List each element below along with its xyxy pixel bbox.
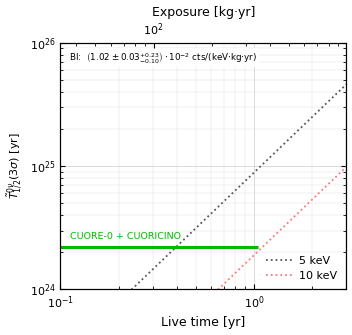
10 keV [233, 271, 238, 275]
Legend: 5 keV, 10 keV: 5 keV, 10 keV [263, 253, 341, 284]
10 keV [318, 190, 322, 194]
Line: 10 keV: 10 keV [60, 167, 346, 335]
10 keV [299, 208, 303, 212]
10 keV [228, 275, 233, 279]
5 keV [233, 188, 238, 192]
5 keV [299, 125, 303, 129]
5 keV [344, 82, 348, 86]
10 keV [344, 165, 348, 169]
Text: CUORE-0 + CUORICINO: CUORE-0 + CUORICINO [70, 232, 181, 241]
X-axis label: Exposure [kg·yr]: Exposure [kg·yr] [152, 6, 255, 18]
5 keV [318, 108, 322, 112]
X-axis label: Live time [yr]: Live time [yr] [161, 317, 245, 329]
Text: BI:  $\left(1.02 \pm 0.03^{+0.23}_{-0.10}\right) \cdot 10^{-2}$ cts/(keV$\cdot$k: BI: $\left(1.02 \pm 0.03^{+0.23}_{-0.10}… [69, 50, 257, 65]
5 keV [228, 193, 233, 197]
Line: 5 keV: 5 keV [60, 84, 346, 335]
Y-axis label: $\tilde{T}^{0\nu}_{1/2}(3\sigma)$ [yr]: $\tilde{T}^{0\nu}_{1/2}(3\sigma)$ [yr] [6, 133, 24, 199]
5 keV [228, 194, 232, 198]
10 keV [228, 276, 232, 280]
